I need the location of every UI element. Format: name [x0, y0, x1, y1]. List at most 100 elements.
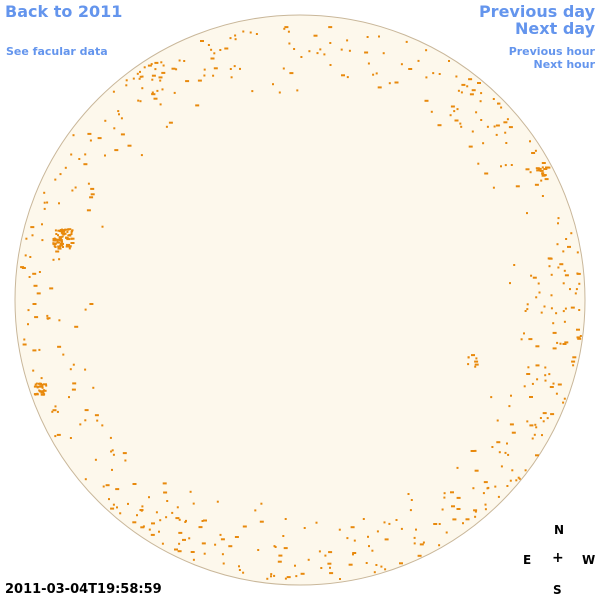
facula-marker: [183, 60, 186, 62]
facula-marker: [59, 173, 62, 176]
facula-marker: [541, 172, 544, 175]
previous-hour-link[interactable]: Previous hour: [508, 45, 595, 58]
facula-marker: [33, 393, 38, 396]
facula-marker: [92, 386, 95, 389]
facula-marker: [158, 530, 160, 533]
facula-marker: [273, 574, 276, 577]
facula-marker: [71, 229, 74, 232]
facula-marker: [287, 30, 290, 33]
facula-marker: [570, 232, 573, 235]
facula-marker: [526, 373, 531, 375]
facula-marker: [555, 392, 558, 395]
facula-marker: [54, 435, 57, 438]
facula-marker: [89, 303, 94, 305]
facula-marker: [197, 79, 202, 82]
facula-marker: [425, 49, 428, 52]
facula-marker: [552, 322, 555, 325]
facula-marker: [459, 122, 462, 125]
facula-marker: [409, 509, 412, 512]
facula-marker: [58, 319, 61, 322]
facula-marker: [64, 166, 67, 169]
facula-marker: [189, 490, 192, 493]
facula-marker: [531, 152, 536, 154]
facula-marker: [500, 165, 502, 168]
facula-marker: [40, 393, 45, 396]
facula-marker: [163, 491, 168, 494]
facula-marker: [541, 174, 546, 177]
facula-marker: [320, 567, 323, 569]
facula-marker: [405, 40, 408, 43]
facula-marker: [37, 385, 42, 388]
facula-marker: [329, 64, 332, 66]
facula-marker: [66, 245, 69, 248]
facula-marker: [578, 309, 581, 311]
facula-marker: [41, 239, 44, 242]
facula-marker: [529, 171, 532, 174]
facula-marker: [408, 68, 413, 70]
facula-marker: [319, 48, 322, 51]
facula-marker: [278, 91, 281, 94]
facula-marker: [469, 93, 474, 96]
facula-marker: [534, 149, 537, 152]
see-facular-data-link[interactable]: See facular data: [6, 45, 108, 58]
facula-marker: [53, 245, 56, 248]
facula-marker: [449, 114, 452, 117]
facula-marker: [513, 264, 516, 266]
facula-marker: [569, 288, 571, 291]
facula-marker: [52, 258, 55, 261]
facula-marker: [575, 288, 578, 291]
facula-marker: [68, 396, 70, 399]
back-to-year-link[interactable]: Back to 2011: [5, 2, 123, 21]
facula-marker: [548, 265, 551, 268]
facula-marker: [278, 554, 283, 557]
previous-day-link[interactable]: Previous day: [478, 2, 595, 21]
facula-marker: [556, 341, 559, 344]
facula-marker: [328, 26, 333, 29]
facula-marker: [548, 373, 551, 376]
facula-marker: [150, 63, 153, 66]
facula-marker: [327, 562, 332, 565]
next-day-link[interactable]: Next day: [515, 19, 595, 38]
facula-marker: [380, 565, 383, 568]
facula-marker: [52, 242, 57, 245]
facula-marker: [541, 195, 544, 197]
facula-marker: [230, 76, 233, 79]
facula-marker: [509, 479, 512, 482]
facula-marker: [30, 226, 35, 229]
facula-marker: [61, 230, 66, 233]
facula-marker: [417, 554, 422, 557]
facula-marker: [474, 363, 479, 366]
facula-marker: [523, 332, 525, 335]
facula-marker: [543, 168, 548, 170]
facula-marker: [178, 59, 181, 62]
facula-marker: [65, 228, 70, 231]
facula-marker: [556, 243, 559, 246]
facula-marker: [112, 90, 115, 93]
facula-marker: [165, 516, 168, 519]
facula-marker: [456, 466, 459, 469]
facula-marker: [474, 365, 477, 368]
next-hour-link[interactable]: Next hour: [533, 58, 596, 71]
facula-marker: [158, 76, 163, 79]
facula-marker: [233, 65, 236, 68]
facula-marker: [511, 469, 514, 472]
facula-marker: [136, 514, 138, 517]
facula-marker: [384, 568, 387, 571]
facula-marker: [32, 272, 37, 275]
facula-marker: [139, 75, 142, 78]
facula-marker: [212, 74, 215, 77]
facula-marker: [456, 496, 461, 499]
facula-marker: [296, 89, 299, 92]
facula-marker: [455, 75, 458, 78]
facula-marker: [229, 37, 232, 40]
facula-marker: [257, 549, 260, 551]
facula-marker: [151, 78, 154, 81]
facula-marker: [498, 102, 501, 105]
facula-marker: [54, 229, 57, 232]
facula-marker: [74, 186, 77, 189]
facula-marker: [460, 125, 463, 128]
facula-marker: [346, 537, 349, 540]
facula-marker: [141, 87, 144, 90]
facula-marker: [182, 538, 186, 541]
facula-marker: [78, 158, 81, 160]
